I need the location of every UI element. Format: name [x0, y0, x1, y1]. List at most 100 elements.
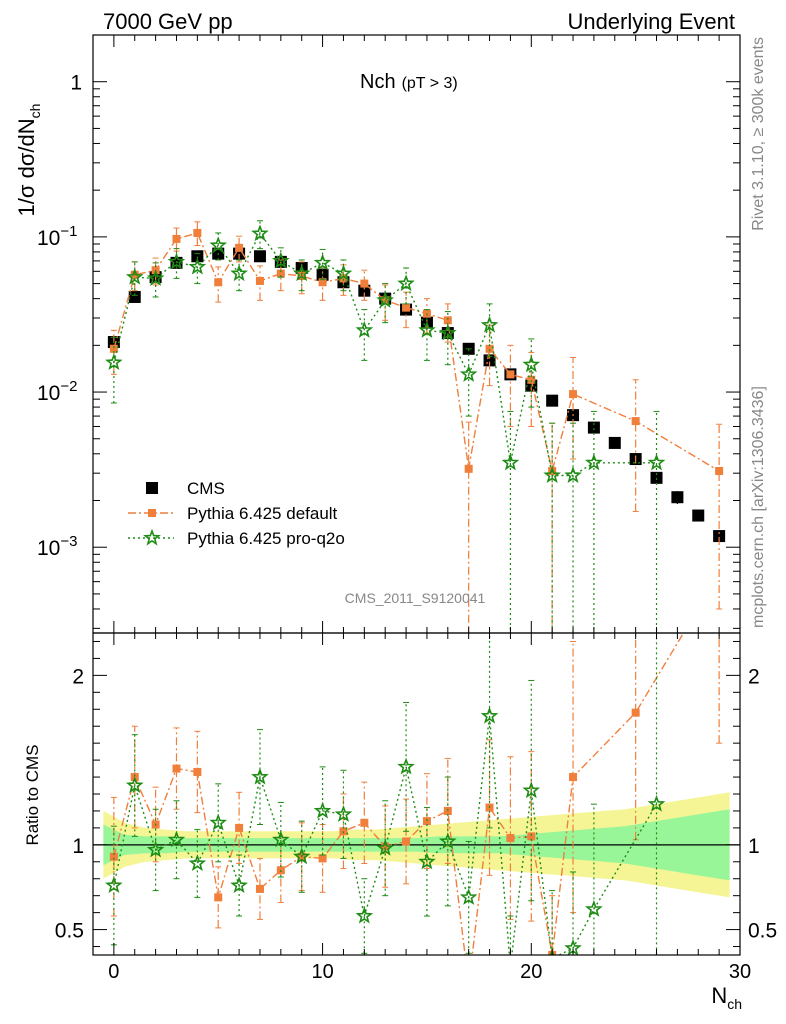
ratio-data-point — [339, 827, 348, 836]
data-point — [360, 279, 369, 288]
ratio-data-point — [418, 852, 436, 870]
ratio-data-point — [402, 837, 411, 846]
series-line — [113, 232, 720, 472]
legend-marker — [148, 509, 156, 517]
main-panel: 1 10−1 10−2 10−3 Nch (pT > 3) CMS_2011_S9120… — [14, 34, 741, 634]
x-tick-label: 10 — [311, 961, 333, 983]
ratio-series-1 — [105, 633, 666, 955]
data-point — [506, 370, 515, 379]
ratio-data-point — [480, 706, 499, 724]
ratio-data-point — [109, 852, 118, 861]
data-point — [193, 228, 202, 237]
data-point — [543, 466, 561, 483]
data-point — [569, 390, 578, 399]
data-point — [459, 365, 478, 382]
plot-title: Nch (pT > 3) — [360, 71, 458, 93]
legend-marker — [146, 482, 158, 494]
ratio-data-point — [318, 854, 327, 863]
ratio-data-point — [443, 806, 452, 815]
series-line — [113, 232, 657, 477]
ratio-data-point — [585, 899, 603, 917]
data-point — [480, 315, 499, 333]
data-point — [608, 436, 621, 449]
x-tick-label: 30 — [729, 961, 751, 983]
legend-label: Pythia 6.425 pro-q2o — [187, 529, 345, 548]
main-y-axis-label-sub: ch — [27, 104, 43, 119]
ratio-data-point — [255, 884, 264, 893]
ratio-data-point — [272, 830, 290, 848]
data-point — [355, 321, 374, 338]
ratio-series-line — [113, 715, 658, 955]
ratio-data-point — [376, 838, 395, 856]
ratio-series-line — [113, 633, 685, 955]
ratio-data-point — [360, 818, 369, 827]
y-tick-label: 10−3 — [37, 533, 77, 560]
data-point — [418, 321, 436, 338]
ratio-data-point — [465, 982, 473, 990]
header-left: 7000 GeV pp — [103, 9, 233, 34]
main-y-axis-label: 1/σ dσ/dNch — [14, 104, 43, 217]
ratio-data-point — [522, 781, 541, 799]
ratio-y-tick-label-right: 1 — [748, 835, 760, 858]
main-axes: 1 10−1 10−2 10−3 — [37, 34, 741, 633]
ratio-y-tick-label: 2 — [72, 665, 84, 688]
ratio-data-point — [209, 813, 228, 831]
data-point — [109, 344, 118, 353]
ratio-data-point — [397, 757, 415, 775]
ratio-data-point — [355, 906, 374, 924]
ratio-data-point — [125, 776, 144, 794]
main-y-axis-label-main: 1/σ dσ/dN — [14, 118, 39, 216]
data-point — [214, 278, 223, 287]
data-point — [313, 253, 332, 271]
data-point — [251, 224, 269, 242]
main-plot-marks — [105, 220, 726, 633]
data-point — [585, 453, 603, 471]
main-series-1 — [109, 221, 724, 633]
data-point — [358, 284, 371, 297]
data-point — [397, 274, 415, 292]
ratio-data-point — [506, 834, 515, 843]
ratio-data-point — [235, 823, 244, 832]
data-point — [647, 453, 666, 471]
ratio-data-point — [438, 832, 457, 849]
ratio-data-point — [459, 888, 478, 905]
data-point — [318, 278, 327, 287]
data-point — [501, 453, 520, 471]
ratio-data-point — [647, 794, 666, 812]
ratio-y-tick-label: 0.5 — [55, 920, 84, 943]
data-point — [125, 267, 144, 285]
data-point — [292, 264, 311, 282]
y-tick-label: 10−2 — [37, 378, 77, 405]
data-point — [631, 417, 640, 426]
data-point — [464, 464, 473, 473]
ratio-series-0 — [109, 633, 723, 990]
data-point — [713, 530, 726, 543]
ratio-data-point — [105, 876, 123, 894]
data-point — [438, 323, 457, 341]
ratio-data-point — [193, 767, 202, 776]
data-point — [276, 269, 285, 278]
ratio-data-point — [334, 805, 353, 822]
ratio-data-point — [527, 832, 536, 841]
data-point — [381, 296, 390, 305]
data-point — [546, 394, 559, 407]
ratio-panel-frame — [92, 632, 741, 956]
legend-label: Pythia 6.425 default — [187, 504, 338, 523]
data-point — [253, 250, 266, 263]
rivet-version-label: Rivet 3.1.10, ≥ 300k events — [750, 37, 767, 231]
ratio-data-point — [292, 847, 311, 865]
ratio-data-point — [569, 773, 578, 782]
data-point — [105, 353, 123, 371]
data-point — [128, 290, 141, 303]
data-point — [235, 243, 244, 252]
plot-title-sub: (pT > 3) — [402, 75, 458, 92]
ratio-y-tick-label: 1 — [72, 835, 84, 858]
data-point — [172, 234, 181, 243]
data-point — [715, 466, 724, 475]
data-point — [167, 252, 186, 270]
data-point — [485, 344, 494, 353]
data-point — [146, 269, 165, 286]
ratio-y-tick-label-right: 2 — [748, 665, 760, 688]
ratio-data-point — [631, 708, 640, 717]
legend: CMS Pythia 6.425 default Pythia 6.425 pro-… — [128, 479, 345, 548]
